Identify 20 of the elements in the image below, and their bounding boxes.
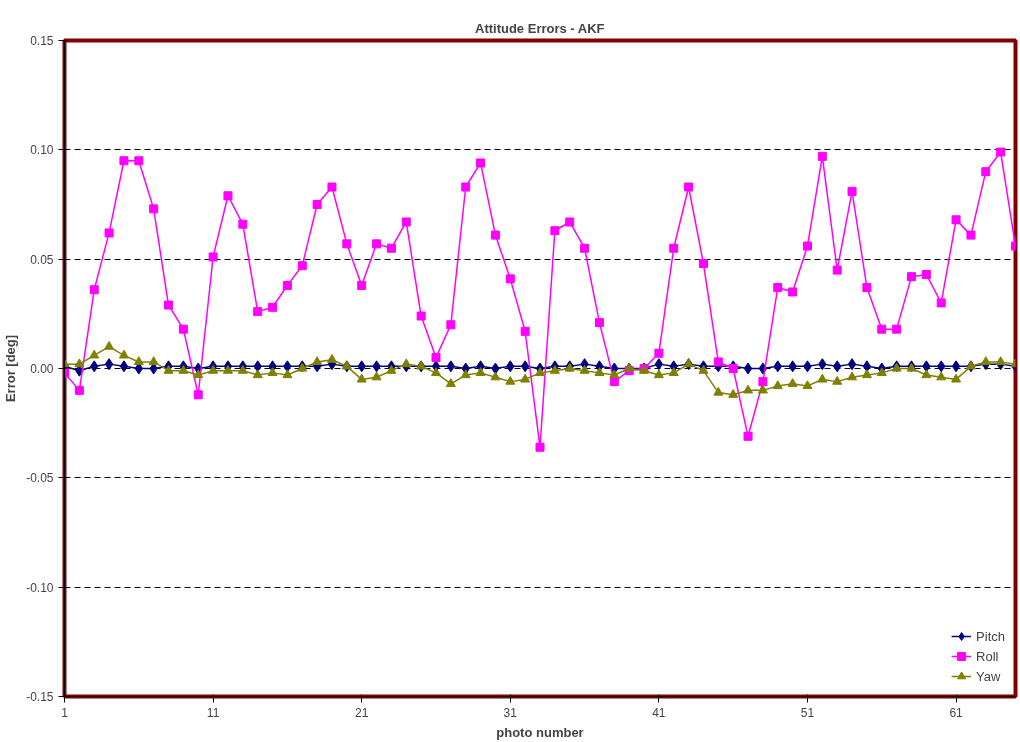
y-axis-title: Error [deg]: [3, 334, 19, 403]
y-tick-label: 0.05: [30, 252, 54, 267]
x-tick-label: 1: [61, 705, 69, 720]
chart-title: Attitude Errors - AKF: [475, 20, 605, 36]
legend-label: Yaw: [976, 668, 1001, 684]
y-tick-label: 0.10: [30, 143, 54, 158]
legend-label: Pitch: [976, 628, 1005, 644]
y-tick-label: -0.05: [26, 471, 54, 486]
y-tick-label: -0.10: [26, 580, 54, 595]
x-tick-label: 51: [800, 705, 815, 720]
legend-label: Roll: [976, 648, 999, 664]
x-tick-label: 31: [503, 705, 518, 720]
y-tick-label: 0.15: [30, 34, 54, 48]
y-tick-label: 0.00: [30, 362, 54, 376]
y-tick-label: -0.15: [26, 690, 54, 704]
x-tick-label: 21: [355, 705, 369, 720]
x-tick-label: 41: [652, 705, 666, 720]
x-axis-title: photo number: [496, 724, 584, 740]
x-tick-label: 11: [206, 705, 220, 720]
x-tick-label: 61: [949, 705, 964, 720]
